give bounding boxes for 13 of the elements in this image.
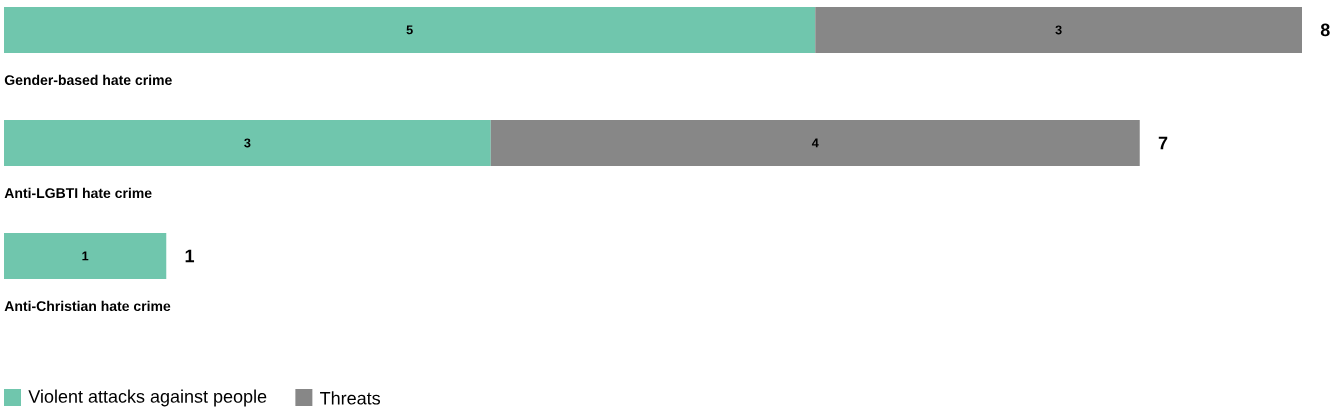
legend-label: Threats bbox=[320, 391, 381, 405]
data-label: 1 bbox=[82, 251, 89, 261]
data-label: 5 bbox=[406, 25, 413, 35]
legend-label: Violent attacks against people bbox=[28, 389, 267, 407]
data-label: 4 bbox=[811, 138, 819, 148]
y-tick-label: Anti-Christian hate crime bbox=[4, 300, 171, 312]
data-label: 3 bbox=[244, 138, 251, 148]
y-tick-label: Gender-based hate crime bbox=[4, 74, 172, 86]
y-tick-label: Anti-LGBTI hate crime bbox=[4, 187, 152, 199]
data-label: 3 bbox=[1055, 25, 1062, 35]
total-label: 8 bbox=[1320, 23, 1330, 37]
total-label: 7 bbox=[1158, 136, 1168, 150]
total-label: 1 bbox=[185, 249, 195, 263]
